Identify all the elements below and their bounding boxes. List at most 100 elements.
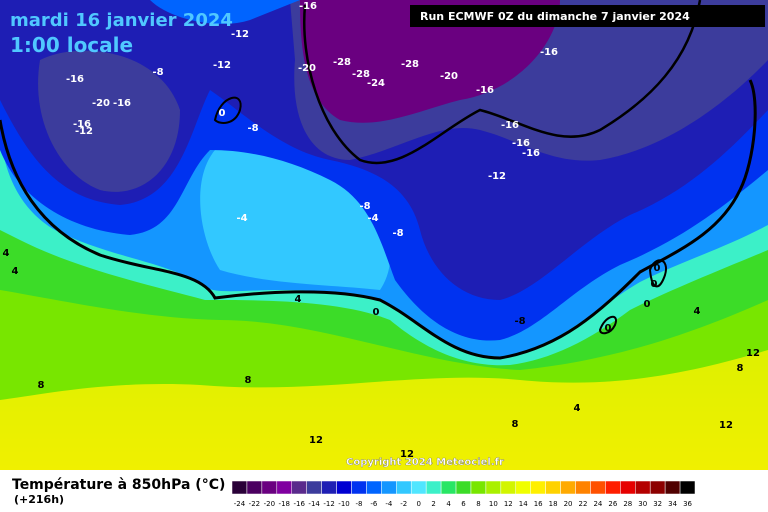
colorbar-tick-label: 10: [489, 500, 498, 508]
temperature-label: -16: [501, 120, 519, 131]
legend-title: Température à 850hPa (°C): [12, 477, 225, 493]
colorbar-swatch: [664, 480, 681, 495]
colorbar-tick-label: -10: [338, 500, 349, 508]
colorbar-swatch: [530, 480, 546, 495]
colorbar-swatch: [366, 480, 382, 495]
colorbar-swatch: [246, 480, 263, 495]
temperature-label: -20: [92, 98, 110, 109]
forecast-time: 1:00 locale: [10, 33, 133, 57]
lead-time: (+216h): [14, 493, 64, 506]
colorbar-swatch: [455, 480, 472, 495]
colorbar-tick-label: -6: [370, 500, 378, 508]
caucasus-contour: [648, 259, 667, 288]
colorbar-swatch: [396, 480, 412, 495]
iceland-contour: [213, 96, 242, 124]
colorbar-swatch: [635, 480, 651, 495]
temperature-label: 0: [219, 108, 226, 119]
colorbar-tick-label: 34: [668, 500, 677, 508]
colorbar-swatch: [306, 480, 322, 495]
temperature-label: -12: [75, 126, 93, 137]
temperature-label: 0: [605, 323, 612, 334]
colorbar-swatch: [679, 480, 696, 495]
temperature-label: 12: [400, 449, 414, 460]
temperature-label: 4: [574, 403, 581, 414]
colorbar-swatch: [620, 480, 636, 495]
colorbar-tick-label: 8: [476, 500, 480, 508]
colorbar-tick-label: -16: [293, 500, 305, 508]
colorbar-tick-label: 22: [579, 500, 588, 508]
colorbar-tick-label: 30: [638, 500, 647, 508]
colorbar-swatch: [560, 480, 576, 495]
colorbar-tick-label: -2: [400, 500, 407, 508]
colorbar-tick-label: -14: [308, 500, 320, 508]
colorbar-swatch: [545, 480, 561, 495]
run-info: Run ECMWF 0Z du dimanche 7 janvier 2024: [420, 10, 690, 23]
temperature-label: -8: [152, 67, 163, 78]
arctic-core: [300, 0, 560, 123]
temperature-label: 4: [694, 306, 701, 317]
temperature-label: 8: [245, 375, 252, 386]
colorbar-tick-label: -20: [264, 500, 275, 508]
copyright: Copyright 2024 Meteociel.fr: [346, 457, 504, 468]
colorbar-tick-label: 28: [623, 500, 632, 508]
colorbar-swatch: [410, 480, 427, 495]
colorbar-swatch: [470, 480, 487, 495]
colorbar-tick-label: -4: [385, 500, 393, 508]
temperature-label: -12: [213, 60, 231, 71]
colorbar-swatch: [381, 480, 397, 495]
temperature-label: 8: [737, 363, 744, 374]
colorbar-tick-label: -18: [279, 500, 290, 508]
temperature-label: 0: [644, 299, 651, 310]
temperature-label: -8: [247, 123, 258, 134]
colorbar-tick-label: 0: [416, 500, 420, 508]
colorbar-swatch: [605, 480, 621, 495]
temperature-label: -16: [540, 47, 558, 58]
temperature-label: -4: [236, 213, 247, 224]
colorbar-tick-label: 16: [534, 500, 543, 508]
colorbar-swatch: [336, 480, 352, 495]
colorbar-swatch: [485, 480, 502, 495]
colorbar-swatch: [649, 480, 666, 495]
colorbar-swatch: [291, 480, 307, 495]
colorbar-swatch: [261, 480, 278, 495]
colorbar-tick-label: -24: [234, 500, 246, 508]
colorbar-tick-label: 12: [504, 500, 513, 508]
colorbar: -24 -22 -20 -18 -16 -14 -12 -10 -8 -6 -4 -2 0 2 4 6 8 10 1…: [231, 480, 696, 508]
temperature-label: -16: [522, 148, 540, 159]
temperature-label: -16: [476, 85, 494, 96]
temperature-label: 4: [12, 266, 19, 277]
temperature-label: 4: [295, 294, 302, 305]
temperature-label: 12: [719, 420, 733, 431]
colorbar-swatch: [575, 480, 591, 495]
colorbar-tick-label: -12: [323, 500, 334, 508]
temperature-label: 8: [38, 380, 45, 391]
cold-isotherm: [303, 0, 702, 165]
temperature-label: -20: [440, 71, 458, 82]
map-labels: -16-12-8-12-16-20 -16-16-120-8-20-28-28-2…: [3, 1, 760, 460]
forecast-date: mardi 16 janvier 2024: [10, 10, 233, 31]
run-box: [410, 5, 765, 27]
temperature-label: -12: [488, 171, 506, 182]
colorbar-swatch: [425, 480, 442, 495]
temperature-label: -8: [359, 201, 370, 212]
colorbar-swatch: [321, 480, 337, 495]
temperature-label: -8: [392, 228, 403, 239]
temperature-label: 0: [654, 263, 661, 274]
temperature-label: -12: [231, 29, 249, 40]
temperature-label: -20: [298, 63, 316, 74]
temperature-label: -16: [66, 74, 84, 85]
temperature-label: -28: [352, 69, 370, 80]
temperature-label: 12: [746, 348, 760, 359]
temperature-label: -16: [512, 138, 530, 149]
temperature-label: -16: [113, 98, 131, 109]
temperature-label: -8: [514, 316, 525, 327]
colorbar-swatch: [515, 480, 531, 495]
colorbar-tick-label: 24: [593, 500, 602, 508]
colorbar-tick-label: 18: [549, 500, 558, 508]
temperature-label: -28: [333, 57, 351, 68]
temperature-label: 12: [309, 435, 323, 446]
temperature-label: -28: [401, 59, 419, 70]
temperature-label: -24: [367, 78, 385, 89]
